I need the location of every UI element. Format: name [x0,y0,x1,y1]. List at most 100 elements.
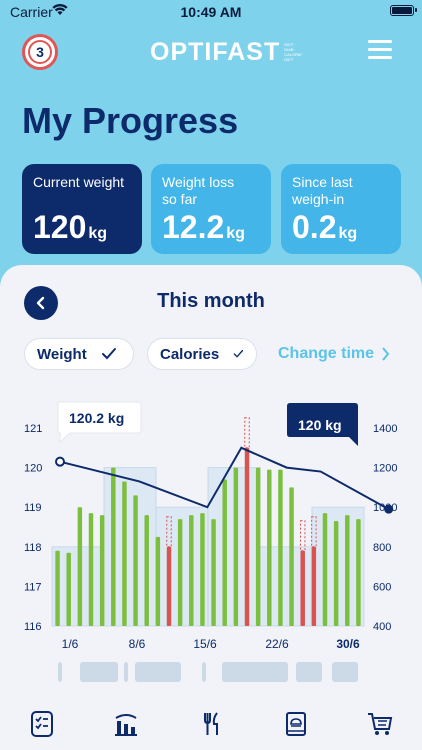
calorie-bar [55,550,60,626]
calorie-bar [255,467,261,626]
bottom-nav [0,700,422,750]
calorie-bar [345,515,350,626]
weight-start-point [55,456,65,467]
y-left-tick: 120 [24,463,42,475]
calorie-bar [66,552,71,626]
range-segment [135,662,181,682]
current-weight-card: Current weight 120 kg [22,164,142,254]
y-right-tick: 600 [373,581,391,593]
weight-toggle-label: Weight [37,345,87,363]
chart-icon[interactable] [112,710,140,738]
weight-end-point [384,504,394,514]
y-left-tick: 121 [24,423,42,435]
y-right-tick: 800 [373,542,391,554]
x-tick: 30/6 [336,637,360,651]
calorie-bar [111,467,116,626]
since-last-weigh-in-card: Since last weigh-in 0.2 kg [281,164,401,254]
calorie-bar [166,546,172,626]
range-segment [332,662,358,682]
check-icon [233,349,244,358]
start-callout [57,401,142,444]
back-button[interactable] [24,286,58,320]
card-unit: kg [88,225,108,242]
calorie-bar [267,469,272,626]
card-unit: kg [226,225,245,242]
range-segment [222,662,288,682]
range-segment [296,662,322,682]
page-title: My Progress [22,100,239,141]
calorie-bar [200,513,205,626]
change-time-label: Change time [278,345,375,362]
card-value: 0.2 [292,209,337,245]
logo: OPTIFAST DIET · DIAB · CALORIE · DIET [150,38,304,66]
calorie-bar [144,515,149,626]
end-callout [287,403,358,446]
end-callout-label: 120 kg [298,417,342,433]
weight-loss-card: Weight loss so far 12.2 kg [151,164,271,254]
battery-icon [390,5,417,16]
calorie-over-marker [311,516,317,548]
card-label: Current weight [33,174,125,190]
calorie-bar [322,513,328,626]
hamburger-menu-icon[interactable] [368,40,392,60]
card-value: 12.2 [162,209,225,245]
logo-text: OPTIFAST [150,37,281,66]
calorie-over-marker [244,417,250,449]
calorie-bar [99,515,105,626]
cart-icon[interactable] [366,710,394,738]
calorie-bar [233,467,239,626]
calorie-bar [278,469,283,626]
range-segment [202,662,206,682]
start-callout-label: 120.2 kg [69,410,124,426]
calorie-bar [211,519,216,626]
y-right-tick: 400 [373,621,391,633]
checklist-icon[interactable] [28,710,56,738]
recipe-book-icon[interactable] [282,710,310,738]
calorie-over-marker [166,516,172,548]
calorie-bar [222,479,227,626]
calories-toggle-label: Calories [160,345,220,363]
calorie-bar [289,487,294,626]
clock: 10:49 AM [180,4,242,20]
calorie-bar [333,521,339,626]
y-left-tick: 118 [24,542,42,554]
streak-badge[interactable]: 3 [22,34,58,70]
progress-chart: 1211201191181171161400120010008006004001… [24,401,397,682]
x-tick: 1/6 [62,637,79,651]
calorie-bar [300,550,305,626]
change-time-link[interactable]: Change time [278,345,390,363]
calorie-over-marker [299,520,306,552]
chevron-left-icon [36,296,45,310]
calories-toggle[interactable]: Calories [147,338,257,370]
calorie-bar [88,513,94,626]
cutlery-icon[interactable] [197,710,225,738]
wifi-icon [52,3,68,15]
x-tick: 8/6 [129,637,146,651]
calorie-bar [311,546,317,626]
carrier-label: Carrier [10,4,53,20]
weight-toggle[interactable]: Weight [24,338,134,370]
badge-number: 3 [28,40,52,64]
weight-line [59,446,390,511]
card-label: Since last weigh-in [292,174,353,207]
calorie-bar [244,447,250,626]
y-right-tick: 1200 [373,463,397,475]
y-left-tick: 116 [24,621,42,633]
card-label: Weight loss so far [162,174,235,207]
calorie-bar [122,481,127,626]
x-tick: 15/6 [193,637,217,651]
section-title: This month [157,290,265,312]
range-segment [58,662,62,682]
logo-subtext: DIET · DIAB · CALORIE · DIET [284,42,305,62]
x-tick: 22/6 [265,637,289,651]
y-right-tick: 1400 [373,423,397,435]
calorie-bar [177,519,183,626]
calorie-bar [356,519,361,626]
calorie-bar [189,515,194,626]
chevron-right-icon [382,347,390,361]
status-bar: Carrier 10:49 AM [0,0,422,24]
card-value: 120 [33,209,87,245]
y-left-tick: 119 [24,502,42,514]
card-unit: kg [338,225,358,242]
range-segment [124,662,128,682]
